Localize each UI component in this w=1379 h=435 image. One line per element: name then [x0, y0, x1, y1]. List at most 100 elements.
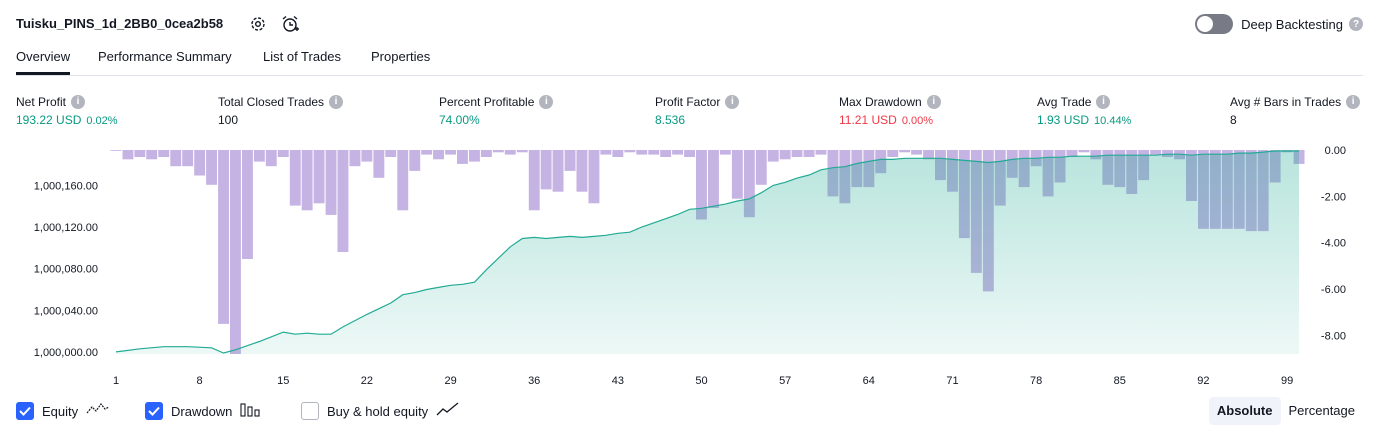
right-axis-tick-label: -8.00 [1321, 331, 1346, 343]
metric-label: Percent Profitable [439, 94, 535, 109]
drawdown-bar [385, 150, 397, 157]
checkbox-checked-icon[interactable] [16, 402, 34, 420]
x-axis-tick-label: 64 [863, 375, 875, 387]
drawdown-bar [469, 150, 480, 162]
drawdown-bar [911, 150, 922, 155]
drawdown-bar [182, 150, 194, 167]
drawdown-bar [755, 150, 767, 185]
tab-properties[interactable]: Properties [371, 49, 431, 64]
right-axis-tick-label: -2.00 [1321, 191, 1346, 203]
drawdown-bar [349, 150, 361, 167]
left-axis: 1,000,000.00 1,000,040.00 1,000,080.00 1,00… [34, 180, 98, 359]
drawdown-bar [110, 150, 122, 151]
x-axis-tick-label: 43 [612, 375, 624, 387]
drawdown-bar [146, 150, 158, 160]
percentage-button[interactable]: Percentage [1288, 403, 1356, 418]
tab-performance-summary[interactable]: Performance Summary [98, 49, 232, 64]
metric-avg-bars-in-trades: Avg # Bars in Trades i 8 [1230, 94, 1361, 127]
metric-value: 193.22 USD [16, 113, 82, 127]
info-icon[interactable]: i [1346, 94, 1361, 109]
tab-overview[interactable]: Overview [16, 49, 71, 75]
x-axis-tick-label: 29 [444, 375, 456, 387]
metric-value: 8 [1230, 113, 1237, 127]
drawdown-bar [170, 150, 182, 167]
metrics-row: Net Profit i 193.22 USD 0.02% Total Closed… [16, 94, 1363, 134]
drawdown-bar [552, 150, 564, 192]
toggle-knob [1197, 16, 1214, 32]
info-icon[interactable]: i [926, 94, 941, 109]
metric-value: 11.21 USD [839, 113, 897, 127]
alarm-clock-plus-icon[interactable] [280, 14, 300, 34]
checkbox-checked-icon[interactable] [145, 402, 163, 420]
drawdown-bar [600, 150, 612, 155]
drawdown-bar [564, 150, 576, 171]
help-icon[interactable]: ? [1349, 17, 1363, 31]
x-axis-tick-label: 85 [1114, 375, 1126, 387]
metric-percent: 0.02% [86, 115, 118, 127]
drawdown-bar [779, 150, 791, 160]
legend-label: Buy & hold equity [327, 403, 429, 419]
drawdown-bar [576, 150, 588, 192]
right-axis-tick-label: 0.00 [1325, 145, 1346, 157]
tab-list-of-trades[interactable]: List of Trades [263, 49, 342, 64]
legend-drawdown[interactable]: Drawdown [145, 400, 260, 422]
info-icon[interactable]: i [329, 94, 344, 109]
drawdown-bar [791, 150, 803, 157]
drawdown-bar [731, 150, 743, 199]
legend-label: Drawdown [171, 403, 233, 419]
x-axis-tick-label: 92 [1197, 375, 1209, 387]
x-axis-tick-label: 50 [695, 375, 707, 387]
metric-percent: 10.44% [1094, 115, 1132, 127]
strategy-title: Tuisku_PINS_1d_2BB0_0cea2b58 [16, 16, 224, 31]
report-header: Tuisku_PINS_1d_2BB0_0cea2b58 Deep Backte… [16, 12, 1363, 36]
x-axis-tick-label: 15 [277, 375, 289, 387]
metric-label: Total Closed Trades [218, 94, 325, 109]
equity-drawdown-chart[interactable]: 1,000,000.00 1,000,040.00 1,000,080.00 1,00… [0, 140, 1379, 390]
drawdown-bar [660, 150, 672, 157]
drawdown-bar [337, 150, 349, 252]
drawdown-bar [289, 150, 301, 206]
drawdown-bar [253, 150, 265, 162]
drawdown-bar [815, 150, 827, 155]
drawdown-bar [624, 150, 636, 153]
left-axis-tick-label: 1,000,080.00 [34, 264, 98, 276]
info-icon[interactable]: i [539, 94, 554, 109]
drawdown-bar [265, 150, 277, 167]
info-icon[interactable]: i [71, 94, 86, 109]
metric-label: Avg # Bars in Trades [1230, 94, 1342, 109]
drawdown-bar [648, 150, 660, 155]
gear-icon[interactable] [248, 14, 268, 34]
absolute-button[interactable]: Absolute [1208, 397, 1281, 425]
drawdown-bar [421, 150, 433, 155]
x-axis: 1 8 15 22 29 36 43 50 57 64 71 78 85 92 99 [113, 375, 1293, 387]
drawdown-bar [218, 150, 229, 324]
scale-switch: Absolute Percentage [1208, 397, 1363, 425]
left-axis-tick-label: 1,000,160.00 [34, 180, 98, 192]
drawdown-bar [480, 150, 492, 157]
x-axis-tick-label: 99 [1281, 375, 1293, 387]
right-axis-tick-label: -4.00 [1321, 238, 1346, 250]
info-icon[interactable]: i [725, 94, 740, 109]
metric-value: 1.93 USD [1037, 113, 1090, 127]
legend-equity[interactable]: Equity [16, 400, 110, 422]
drawdown-bar [719, 150, 731, 155]
drawdown-bar [230, 150, 241, 354]
drawdown-bar [194, 150, 206, 176]
legend-buy-hold-equity[interactable]: Buy & hold equity [301, 400, 460, 422]
legend-label: Equity [42, 403, 79, 419]
drawdown-bar [528, 150, 540, 211]
deep-backtesting-control: Deep Backtesting ? [1195, 13, 1363, 35]
metric-max-drawdown: Max Drawdown i 11.21 USD 0.00% [839, 94, 941, 127]
checkbox-unchecked-icon[interactable] [301, 402, 319, 420]
metric-value: 8.536 [655, 113, 686, 127]
drawdown-bar [433, 150, 444, 160]
drawdown-bar [767, 150, 779, 162]
info-icon[interactable]: i [1096, 94, 1111, 109]
metric-profit-factor: Profit Factor i 8.536 [655, 94, 740, 127]
drawdown-bar [1162, 150, 1173, 157]
deep-backtesting-toggle[interactable] [1195, 14, 1234, 34]
x-axis-tick-label: 71 [946, 375, 958, 387]
drawdown-bar [277, 150, 289, 157]
metric-value: 100 [218, 113, 239, 127]
drawdown-bar [743, 150, 755, 218]
